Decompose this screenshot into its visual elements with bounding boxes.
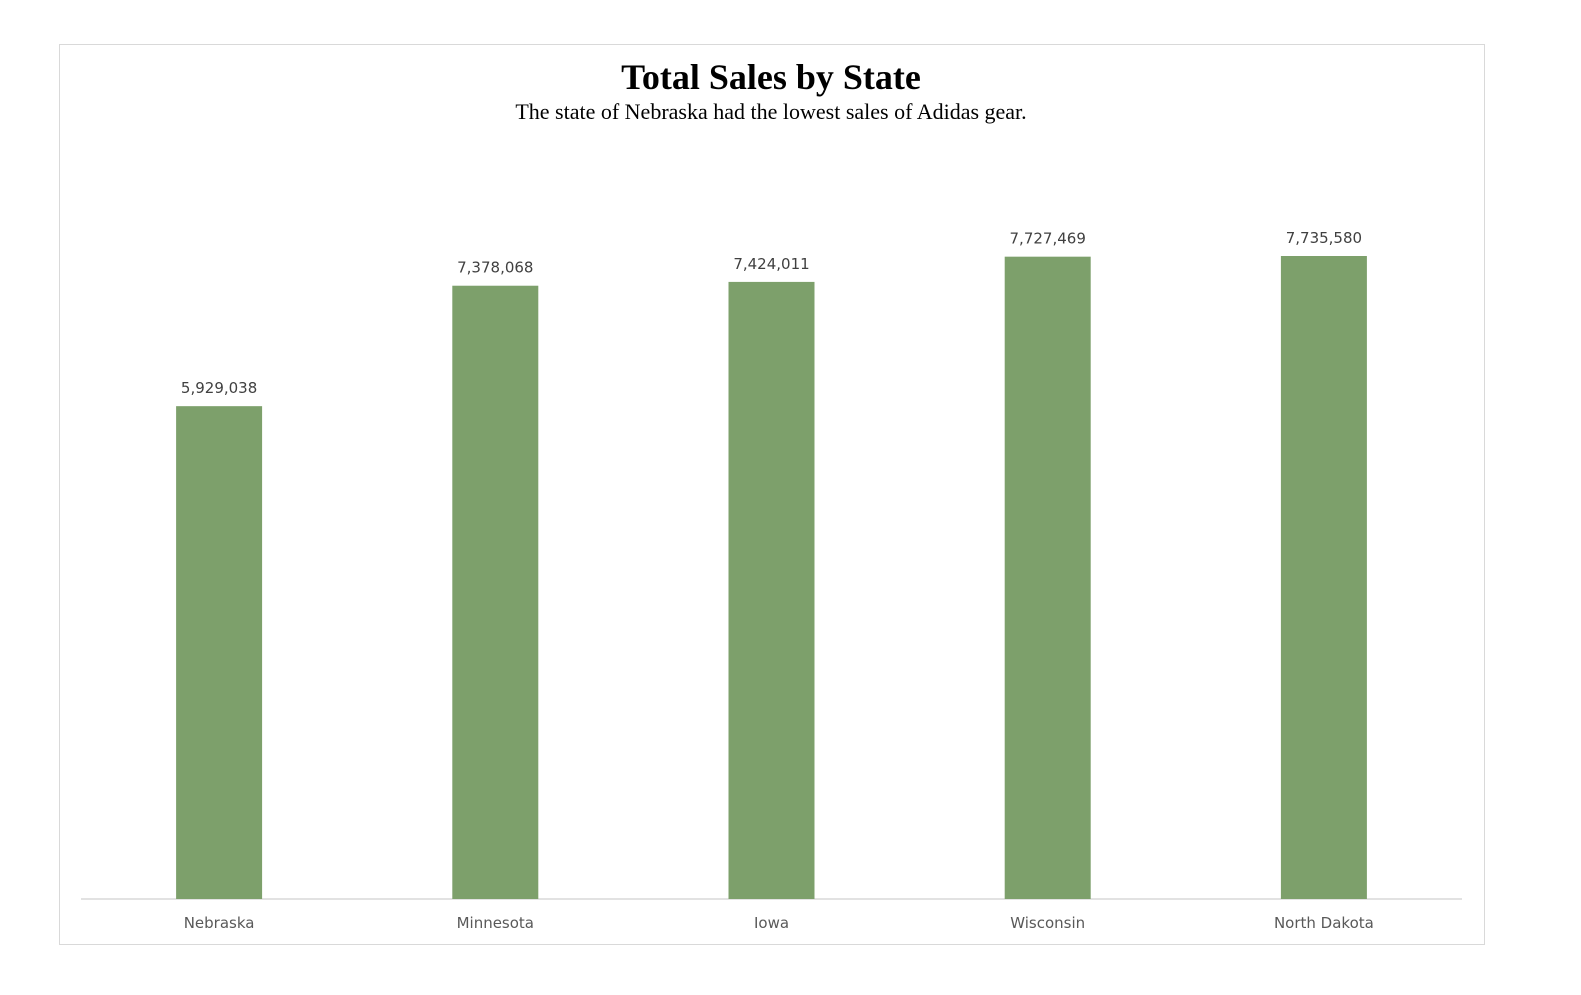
- data-label-north-dakota: 7,735,580: [1286, 229, 1362, 247]
- data-labels-group: 5,929,038 7,378,068 7,424,011 7,727,469 7,73…: [181, 229, 1362, 397]
- data-label-minnesota: 7,378,068: [457, 259, 533, 277]
- x-tick-label-wisconsin: Wisconsin: [1010, 914, 1085, 932]
- x-tick-label-minnesota: Minnesota: [457, 914, 534, 932]
- bar-nebraska: [176, 406, 263, 899]
- data-label-wisconsin: 7,727,469: [1010, 230, 1086, 248]
- bars-group: [176, 256, 1367, 899]
- x-tick-label-north-dakota: North Dakota: [1274, 914, 1374, 932]
- x-tick-labels-group: Nebraska Minnesota Iowa Wisconsin North Dako…: [184, 914, 1374, 932]
- bar-iowa: [728, 281, 815, 899]
- bar-wisconsin: [1004, 256, 1091, 899]
- data-label-nebraska: 5,929,038: [181, 379, 257, 397]
- bar-minnesota: [452, 285, 539, 899]
- bar-north-dakota: [1280, 256, 1367, 899]
- chart-subtitle: The state of Nebraska had the lowest sal…: [515, 99, 1027, 124]
- chart-title: Total Sales by State: [621, 57, 921, 97]
- data-label-iowa: 7,424,011: [733, 255, 809, 273]
- x-tick-label-nebraska: Nebraska: [184, 914, 255, 932]
- x-tick-label-iowa: Iowa: [754, 914, 789, 932]
